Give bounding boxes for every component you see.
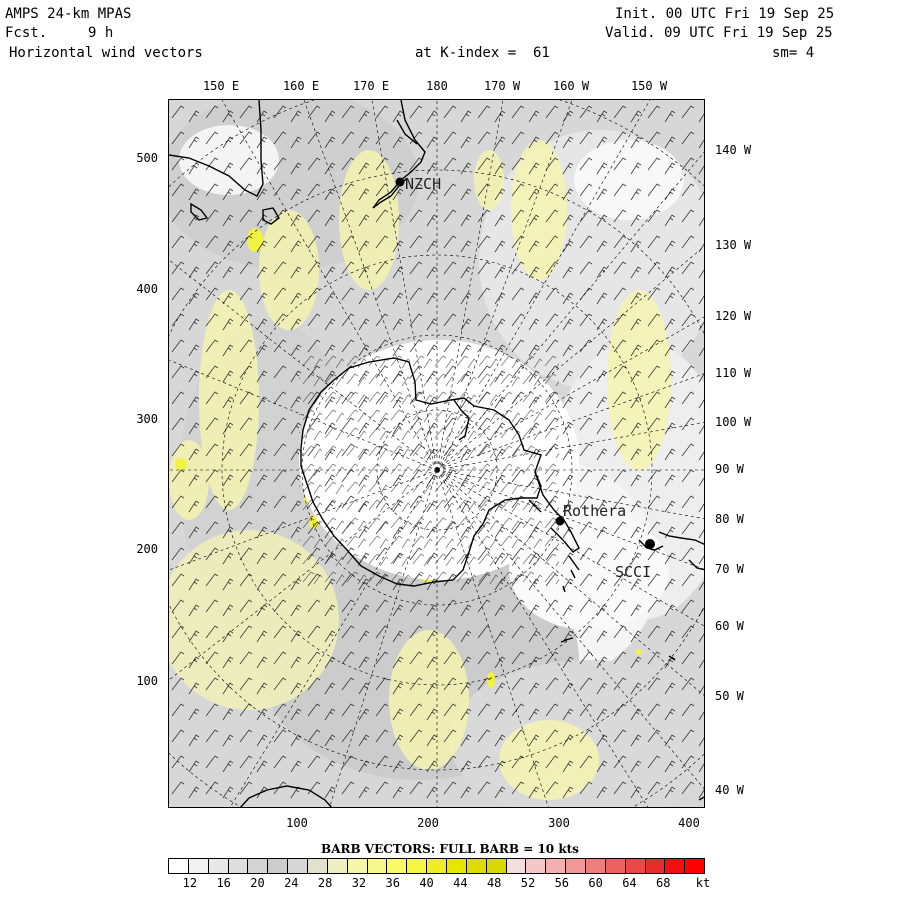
colorbar-tick-label: 44 xyxy=(453,876,468,890)
smoothing-text: sm= 4 xyxy=(772,45,815,61)
forecast-hours: 9 h xyxy=(88,25,114,41)
barb-caption: BARB VECTORS: FULL BARB = 10 kts xyxy=(321,842,579,856)
antarctic-peninsula xyxy=(534,471,580,553)
colorbar-tick-label: 32 xyxy=(351,876,367,890)
top-lon-label: 160 W xyxy=(552,79,590,93)
colorbar-swatch xyxy=(586,859,606,873)
valid-time: Valid. 09 UTC Fri 19 Sep 25 xyxy=(605,25,833,41)
colorbar-swatch xyxy=(208,859,229,873)
coastlines xyxy=(169,100,704,807)
colorbar-swatch xyxy=(566,859,587,873)
colorbar-tick-label: 40 xyxy=(419,876,434,890)
australia-coast xyxy=(169,100,264,197)
right-lon-label: 60 W xyxy=(715,619,744,633)
colorbar-swatch xyxy=(228,859,249,873)
right-lon-label: 40 W xyxy=(715,783,744,797)
wind-speed-colorbar xyxy=(168,858,705,874)
colorbar-tick-label: 52 xyxy=(520,876,536,890)
forecast-label: Fcst. xyxy=(5,25,48,41)
level-text: at K-index = 61 xyxy=(415,45,550,61)
colorbar-swatch xyxy=(347,859,368,873)
left-tick-label: 500 xyxy=(136,151,158,165)
station-rothera-marker xyxy=(555,516,565,526)
init-time: Init. 00 UTC Fri 19 Sep 25 xyxy=(615,6,835,22)
colorbar-tick-label: 56 xyxy=(554,876,570,890)
right-lon-label: 70 W xyxy=(715,562,744,576)
colorbar-swatch xyxy=(169,859,189,873)
top-lon-label: 150 W xyxy=(630,79,668,93)
top-lon-label: 170 E xyxy=(352,79,390,93)
station-labels: NZCH Rothera SCCI xyxy=(405,175,651,581)
colorbar-tick-label: 16 xyxy=(216,876,231,890)
map-panel: NZCH Rothera SCCI xyxy=(168,99,705,808)
station-nzch-marker xyxy=(395,177,405,187)
station-label-nzch: NZCH xyxy=(405,175,441,193)
left-tick-label: 400 xyxy=(136,282,158,296)
variable-title: Horizontal wind vectors xyxy=(9,45,203,61)
colorbar-swatch xyxy=(268,859,289,873)
colorbar-tick-label: 60 xyxy=(588,876,603,890)
colorbar-swatch xyxy=(308,859,328,873)
right-lon-label: 120 W xyxy=(715,309,752,323)
map-canvas: NZCH Rothera SCCI xyxy=(169,100,704,807)
colorbar-swatch xyxy=(665,859,686,873)
left-tick-label: 200 xyxy=(136,542,158,556)
graticule xyxy=(169,100,704,807)
colorbar-swatch xyxy=(248,859,269,873)
colorbar-swatch xyxy=(367,859,388,873)
top-lon-label: 150 E xyxy=(202,79,240,93)
colorbar-swatch xyxy=(546,859,567,873)
right-lon-label: 140 W xyxy=(715,143,752,157)
left-tick-label: 300 xyxy=(136,412,158,426)
colorbar-swatch xyxy=(645,859,666,873)
station-label-scci: SCCI xyxy=(615,563,651,581)
bottom-tick-label: 100 xyxy=(286,816,308,830)
colorbar-unit: kt xyxy=(695,876,711,890)
right-lon-label: 130 W xyxy=(715,238,752,252)
colorbar-tick-label: 48 xyxy=(486,876,502,890)
top-lon-label: 180 xyxy=(426,79,448,93)
colorbar-swatch xyxy=(447,859,467,873)
right-lon-label: 90 W xyxy=(715,462,744,476)
right-lon-label: 50 W xyxy=(715,689,744,703)
antarctica-coast xyxy=(300,357,542,587)
station-markers xyxy=(395,177,655,549)
top-lon-label: 160 E xyxy=(282,79,320,93)
station-label-rothera: Rothera xyxy=(563,502,626,520)
colorbar-swatch xyxy=(526,859,547,873)
station-scci-marker xyxy=(645,539,655,549)
colorbar-swatch xyxy=(327,859,348,873)
bottom-tick-label: 300 xyxy=(548,816,570,830)
left-tick-label: 100 xyxy=(136,674,158,688)
colorbar-swatch xyxy=(387,859,408,873)
colorbar-tick-label: 68 xyxy=(655,876,671,890)
right-lon-label: 80 W xyxy=(715,512,744,526)
colorbar-swatch xyxy=(506,859,527,873)
colorbar-swatch xyxy=(486,859,507,873)
bottom-tick-label: 400 xyxy=(678,816,700,830)
colorbar-swatch xyxy=(605,859,626,873)
colorbar-tick-label: 12 xyxy=(182,876,198,890)
colorbar-swatch xyxy=(407,859,428,873)
right-lon-label: 100 W xyxy=(715,415,752,429)
colorbar-swatch xyxy=(288,859,309,873)
colorbar-tick-label: 64 xyxy=(622,876,637,890)
colorbar-tick-label: 36 xyxy=(385,876,400,890)
colorbar-tick-label: 24 xyxy=(284,876,299,890)
colorbar-swatch xyxy=(625,859,646,873)
model-title: AMPS 24-km MPAS xyxy=(5,6,132,22)
colorbar-swatch xyxy=(188,859,209,873)
bottom-tick-label: 200 xyxy=(417,816,439,830)
south-america-coast xyxy=(658,531,704,545)
colorbar-swatch xyxy=(685,859,705,873)
colorbar-tick-label: 28 xyxy=(317,876,333,890)
new-zealand-coast xyxy=(372,100,426,209)
colorbar-tick-label: 20 xyxy=(250,876,265,890)
top-lon-label: 170 W xyxy=(483,79,521,93)
colorbar-swatch xyxy=(466,859,487,873)
right-lon-label: 110 W xyxy=(715,366,752,380)
colorbar-swatch xyxy=(427,859,448,873)
